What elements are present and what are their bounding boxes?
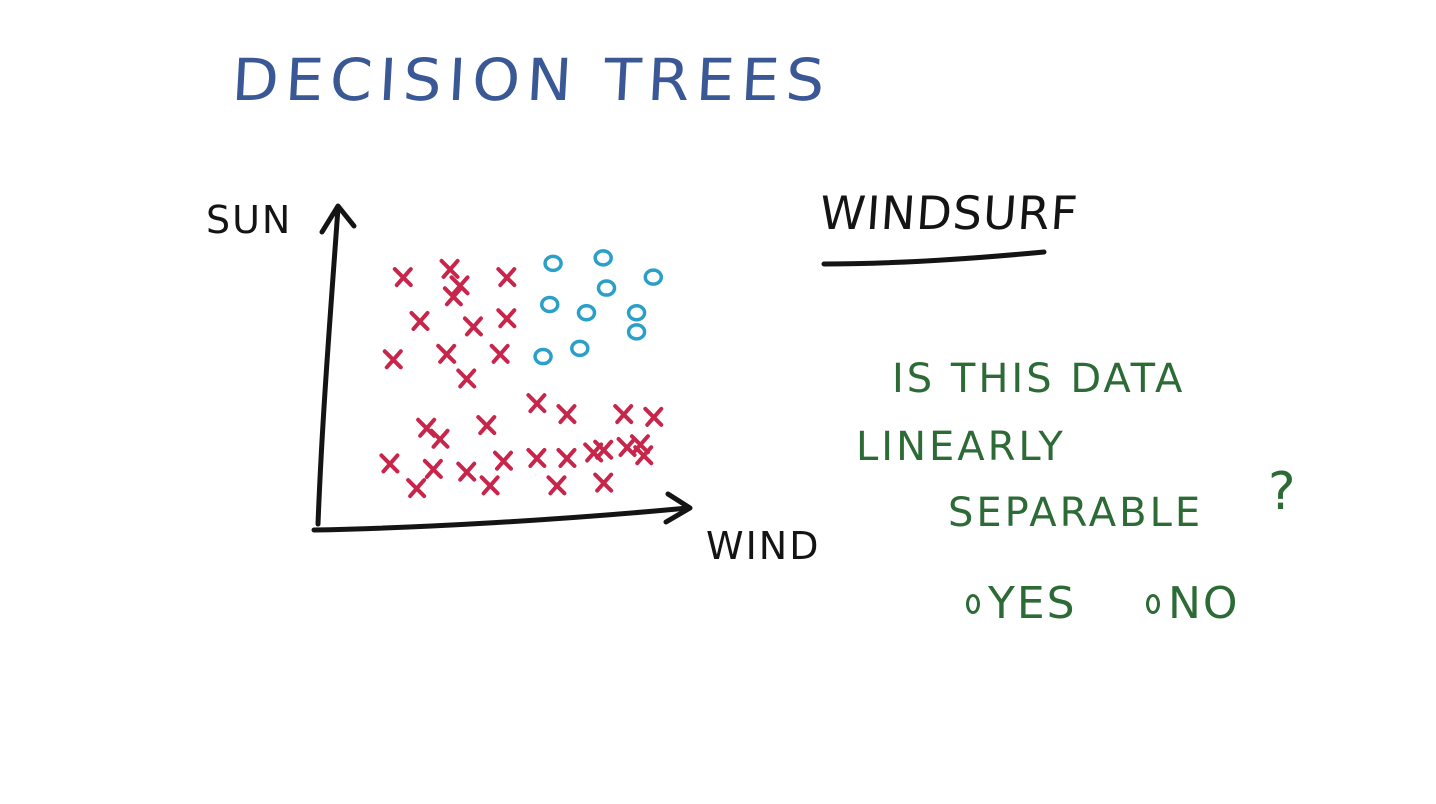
x-marker-point — [616, 436, 637, 457]
o-marker-point — [626, 303, 647, 322]
o-marker-point — [643, 268, 664, 286]
x-marker-point — [496, 267, 517, 288]
x-axis-arrowhead — [663, 491, 693, 525]
x-marker-point — [593, 472, 614, 493]
x-marker-point — [526, 447, 547, 468]
o-marker-point — [593, 249, 613, 267]
x-marker-point — [613, 404, 634, 425]
y-axis — [315, 205, 341, 527]
x-axis — [311, 505, 691, 533]
y-axis-label: SUN — [206, 198, 293, 242]
o-marker-point — [539, 295, 560, 314]
x-marker-point — [476, 415, 497, 436]
x-marker-point — [496, 308, 517, 329]
x-marker-point — [643, 406, 664, 427]
x-marker-point — [429, 428, 450, 449]
question-line-1: IS THIS DATA — [892, 356, 1186, 402]
x-marker-point — [556, 404, 577, 425]
x-marker-point — [449, 275, 470, 296]
x-marker-point — [379, 453, 400, 474]
x-marker-point — [439, 258, 460, 279]
question-line-3: SEPARABLE — [948, 490, 1204, 536]
x-marker-point — [593, 439, 614, 460]
x-marker-point — [409, 310, 430, 331]
x-marker-point — [406, 478, 427, 499]
x-marker-point — [479, 475, 500, 496]
x-marker-point — [556, 447, 577, 468]
option-no-label: NO — [1168, 578, 1240, 629]
option-yes[interactable]: YES — [966, 578, 1077, 629]
x-marker-point — [629, 434, 650, 455]
data-points — [379, 249, 664, 499]
x-marker-point — [392, 267, 413, 288]
question-mark: ? — [1268, 462, 1298, 522]
x-marker-point — [546, 475, 567, 496]
question-line-2: LINEARLY — [856, 424, 1066, 470]
o-marker-point — [543, 254, 563, 273]
o-marker-point — [533, 347, 553, 366]
x-axis-label: WIND — [706, 524, 821, 568]
x-marker-point — [382, 349, 403, 370]
o-marker-point — [570, 339, 590, 358]
o-marker-point — [576, 303, 597, 322]
x-marker-point — [422, 458, 443, 479]
radio-yes-icon[interactable] — [966, 593, 980, 614]
radio-no-icon[interactable] — [1146, 593, 1160, 614]
x-marker-point — [456, 368, 477, 389]
y-axis-arrowhead — [319, 203, 357, 235]
subject-underline — [821, 249, 1047, 267]
x-marker-point — [462, 316, 483, 337]
x-marker-point — [526, 393, 547, 414]
x-marker-point — [492, 450, 513, 471]
x-marker-point — [436, 343, 457, 364]
option-no[interactable]: NO — [1146, 578, 1240, 629]
x-marker-point — [442, 286, 463, 307]
x-marker-point — [489, 343, 510, 364]
x-marker-point — [456, 461, 477, 482]
option-yes-label: YES — [988, 578, 1077, 629]
o-marker-point — [596, 279, 617, 297]
o-marker-point — [626, 323, 647, 341]
chart-axes — [311, 203, 693, 533]
